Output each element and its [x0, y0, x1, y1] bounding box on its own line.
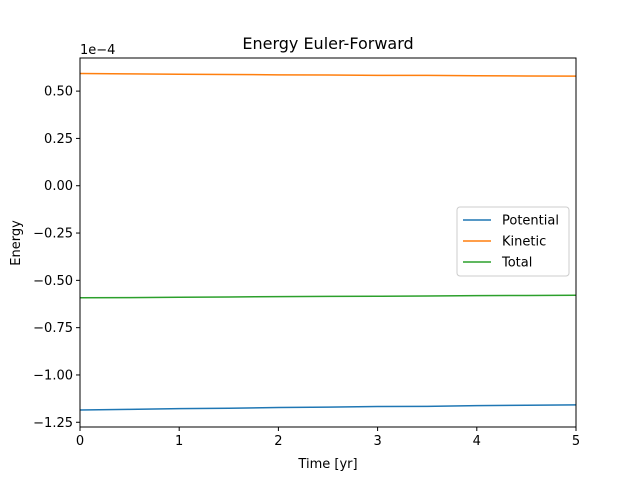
y-tick-label: −0.75 [33, 321, 73, 336]
y-tick-label: −0.50 [33, 274, 73, 289]
series-line-kinetic [79, 72, 577, 77]
y-tick-label: −1.00 [33, 368, 73, 383]
series-line-total [79, 294, 577, 299]
axes-frame [79, 57, 577, 428]
x-ticks: 0 1 2 3 4 5 [76, 427, 580, 449]
y-tick-label: 0.00 [44, 179, 73, 194]
plot-area [79, 72, 577, 411]
series-line-potential [79, 404, 577, 411]
legend-frame [456, 206, 570, 277]
y-tick-label: −1.25 [33, 416, 73, 431]
y-axis-label: Energy [9, 220, 24, 266]
x-tick-label: 5 [572, 434, 580, 449]
x-tick-label: 3 [373, 434, 381, 449]
legend-label-kinetic: Kinetic [502, 235, 546, 250]
y-offset-label: 1e−4 [80, 43, 115, 58]
x-tick-label: 4 [473, 434, 481, 449]
x-axis-label: Time [yr] [297, 457, 357, 472]
x-tick-label: 1 [175, 434, 183, 449]
x-tick-label: 2 [274, 434, 282, 449]
chart-title: Energy Euler-Forward [242, 34, 413, 53]
y-ticks: −1.25 −1.00 −0.75 −0.50 −0.25 0.00 0.25 0.50 [33, 85, 80, 431]
legend: Potential Kinetic Total [456, 206, 570, 277]
legend-label-potential: Potential [502, 214, 559, 229]
legend-label-total: Total [501, 256, 532, 271]
y-tick-label: 0.50 [44, 85, 73, 100]
x-tick-label: 0 [76, 434, 84, 449]
y-tick-label: −0.25 [33, 227, 73, 242]
y-tick-label: 0.25 [44, 132, 73, 147]
